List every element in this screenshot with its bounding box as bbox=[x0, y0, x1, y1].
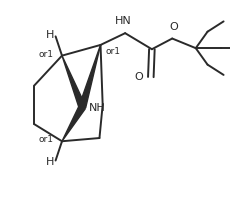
Text: H: H bbox=[46, 157, 54, 166]
Text: O: O bbox=[169, 22, 178, 32]
Text: HN: HN bbox=[115, 16, 131, 26]
Text: or1: or1 bbox=[38, 135, 53, 144]
Polygon shape bbox=[62, 56, 86, 108]
Text: O: O bbox=[135, 72, 143, 82]
Polygon shape bbox=[62, 105, 85, 141]
Text: H: H bbox=[46, 30, 54, 40]
Text: or1: or1 bbox=[106, 47, 121, 56]
Text: or1: or1 bbox=[38, 50, 53, 59]
Polygon shape bbox=[79, 45, 101, 108]
Text: NH: NH bbox=[89, 103, 105, 113]
